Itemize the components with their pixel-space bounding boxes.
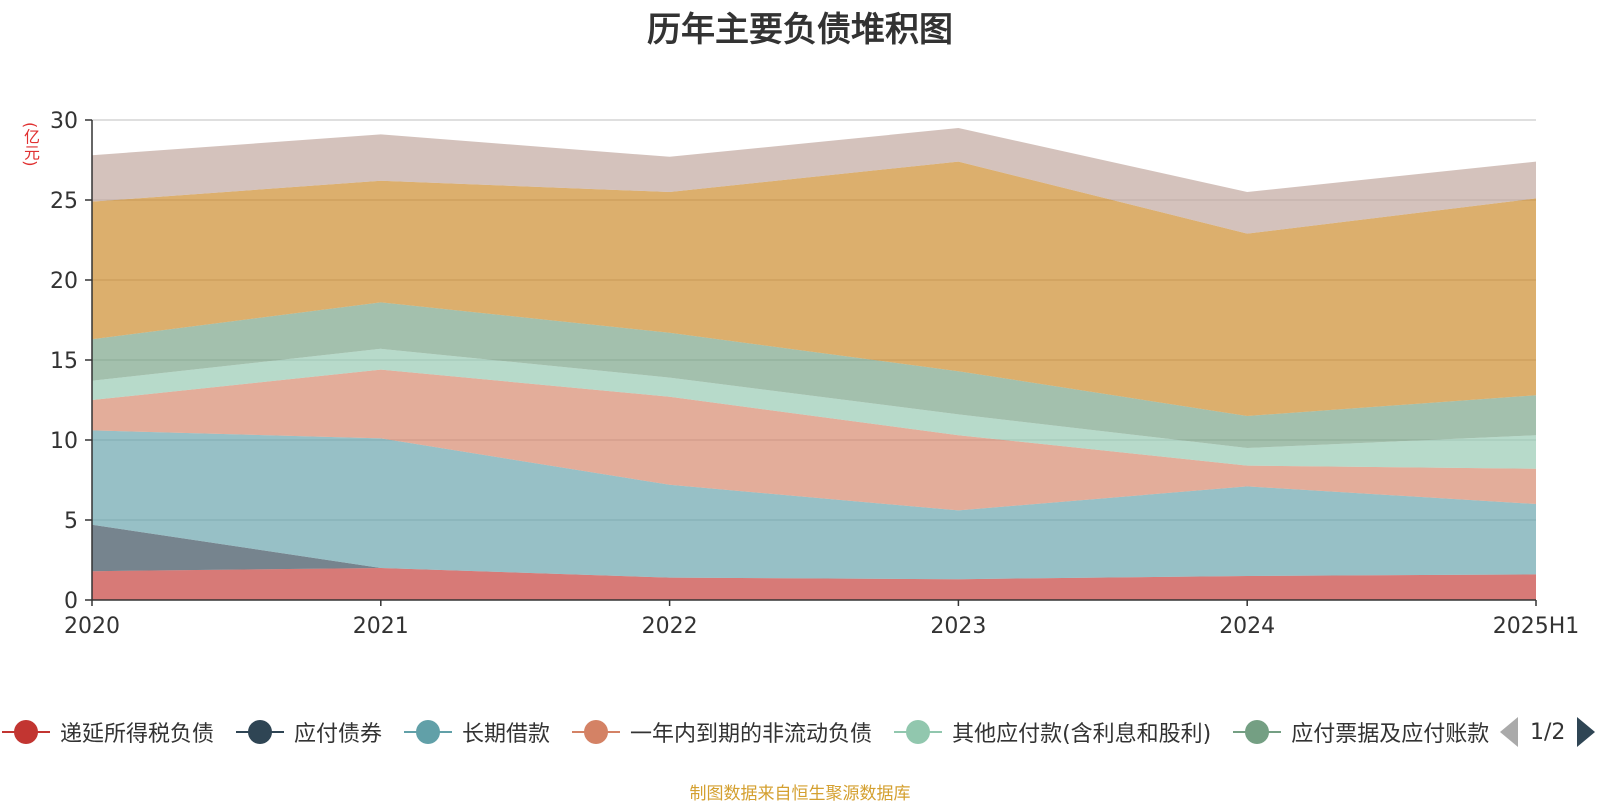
y-tick-label: 0: [64, 589, 78, 614]
area-series: [92, 128, 1536, 600]
y-tick-label: 20: [50, 269, 78, 294]
y-tick-label: 5: [64, 509, 78, 534]
legend: 递延所得税负债 应付债券 长期借款 一年内到期的非流动负债 其他应付款(含利息和股利) 应…: [0, 714, 1600, 750]
legend-label: 应付票据及应付账款: [1291, 722, 1490, 747]
legend-label: 应付债券: [294, 722, 383, 747]
y-axis-unit-label: (亿元): [21, 122, 40, 167]
x-tick-label: 2022: [642, 614, 698, 639]
x-tick-label: 2025H1: [1493, 614, 1580, 639]
x-tick-label: 2020: [64, 614, 120, 639]
legend-item[interactable]: 其他应付款(含利息和股利): [894, 714, 1211, 750]
legend-item[interactable]: 递延所得税负债: [2, 714, 214, 750]
area-series-3: [92, 430, 1536, 580]
legend-label: 长期借款: [462, 722, 551, 747]
x-tick-label: 2023: [930, 614, 986, 639]
x-tick-label: 2024: [1219, 614, 1275, 639]
legend-item[interactable]: 应付票据及应付账款: [1233, 714, 1489, 750]
area-series-6: [92, 302, 1536, 448]
legend-label: 递延所得税负债: [60, 722, 215, 747]
legend-marker-icon: [1233, 720, 1282, 744]
legend-marker-icon: [894, 720, 943, 744]
y-tick-label: 30: [50, 109, 78, 134]
legend-item[interactable]: 一年内到期的非流动负债: [572, 714, 872, 750]
legend-label: 一年内到期的非流动负债: [630, 722, 873, 747]
data-source-note: 制图数据来自恒生聚源数据库: [689, 784, 911, 804]
legend-prev-page-icon[interactable]: [1500, 717, 1518, 747]
area-series-1: [92, 568, 1536, 600]
y-tick-label: 25: [50, 189, 78, 214]
y-tick-label: 15: [50, 349, 78, 374]
y-tick-labels: 0 5 10 15 20 25 30: [50, 109, 78, 614]
legend-label: 其他应付款(含利息和股利): [952, 722, 1212, 747]
x-tick-label: 2021: [353, 614, 409, 639]
legend-marker-icon: [404, 720, 453, 744]
legend-item[interactable]: 长期借款: [404, 714, 550, 750]
legend-pager: 1/2: [1500, 714, 1596, 750]
legend-marker-icon: [236, 720, 285, 744]
legend-next-page-icon[interactable]: [1577, 717, 1596, 747]
legend-page-indicator: 1/2: [1530, 719, 1566, 745]
legend-item[interactable]: 应付债券: [236, 714, 382, 750]
area-series-8: [92, 128, 1536, 234]
area-series-4: [92, 369, 1536, 511]
legend-marker-icon: [572, 720, 621, 744]
y-tick-label: 10: [50, 429, 78, 454]
chart-title: 历年主要负债堆积图: [647, 10, 953, 50]
area-series-7: [92, 161, 1536, 416]
area-series-5: [92, 348, 1536, 469]
stacked-area-chart: 0 5 10 15 20 25 30 2020 2021 2022 2023 2024 2025H1: [50, 109, 1579, 639]
legend-marker-icon: [2, 720, 50, 744]
x-tick-labels: 2020 2021 2022 2023 2024 2025H1: [64, 614, 1579, 639]
axes: [85, 119, 1537, 606]
legend-items: 递延所得税负债 应付债券 长期借款 一年内到期的非流动负债 其他应付款(含利息和股利) 应…: [0, 714, 1495, 750]
